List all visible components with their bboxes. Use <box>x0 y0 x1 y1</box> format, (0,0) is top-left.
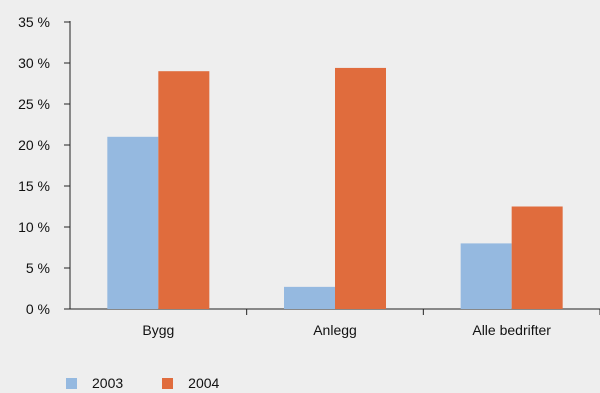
legend-label-2004: 2004 <box>188 375 220 391</box>
bar-2003-0 <box>107 136 159 309</box>
bar-2003-2 <box>460 243 512 309</box>
y-tick-label: 10 % <box>18 219 50 235</box>
y-tick-label: 15 % <box>18 178 50 194</box>
x-tick-label: Anlegg <box>313 322 357 338</box>
chart-bars <box>107 67 563 309</box>
legend-swatch-2003 <box>66 377 77 389</box>
legend-item-2004: 2004 <box>162 375 219 391</box>
y-tick-label: 5 % <box>26 260 50 276</box>
y-tick-label: 35 % <box>18 14 50 30</box>
y-tick-label: 25 % <box>18 96 50 112</box>
y-tick-label: 20 % <box>18 137 50 153</box>
chart-labels: 0 % 5 % 10 % 15 % 20 % 25 % 30 % 35 % Bygg Anlegg… <box>18 14 551 338</box>
bar-2003-1 <box>284 286 335 309</box>
x-tick-label: Alle bedrifter <box>472 322 551 338</box>
legend-item-2003: 2003 <box>66 375 123 391</box>
x-tick-label: Bygg <box>142 322 174 338</box>
y-tick-label: 30 % <box>18 55 50 71</box>
legend-label-2003: 2003 <box>92 375 124 391</box>
bar-2004-1 <box>335 67 386 309</box>
bar-2004-2 <box>511 206 563 309</box>
y-tick-label: 0 % <box>26 301 50 317</box>
legend-swatch-2004 <box>162 377 174 389</box>
chart-legend: 2003 2004 <box>66 375 258 391</box>
bar-2004-0 <box>158 71 210 309</box>
